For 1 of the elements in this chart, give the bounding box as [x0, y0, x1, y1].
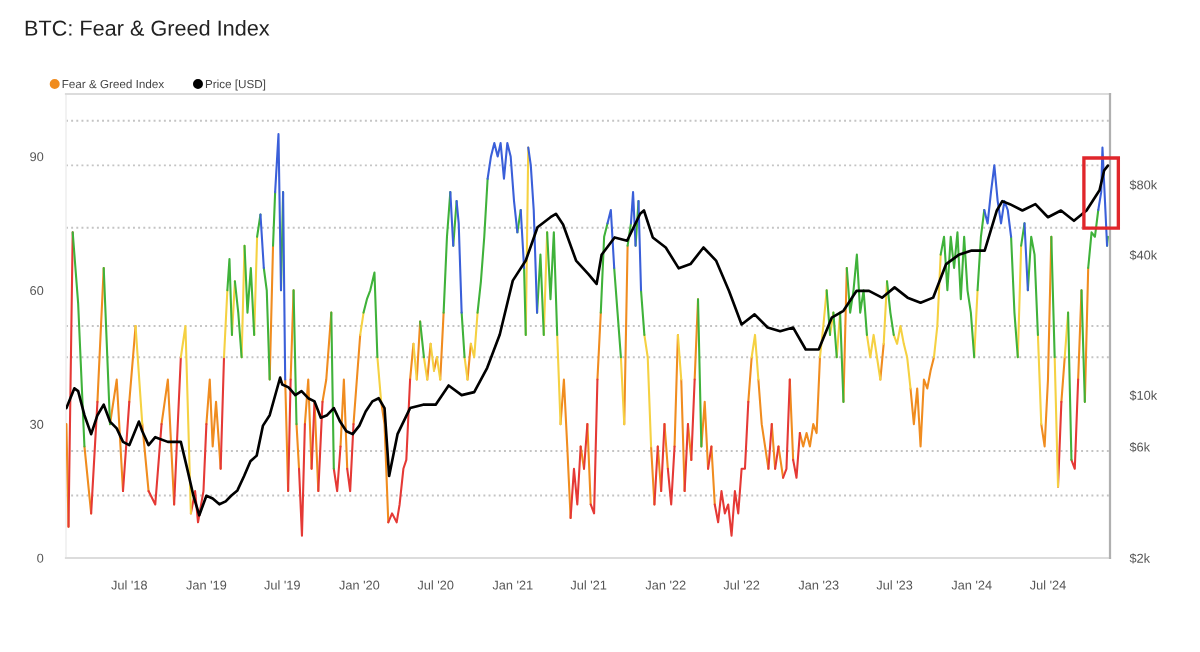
chart-title: BTC: Fear & Greed Index [25, 19, 270, 36]
